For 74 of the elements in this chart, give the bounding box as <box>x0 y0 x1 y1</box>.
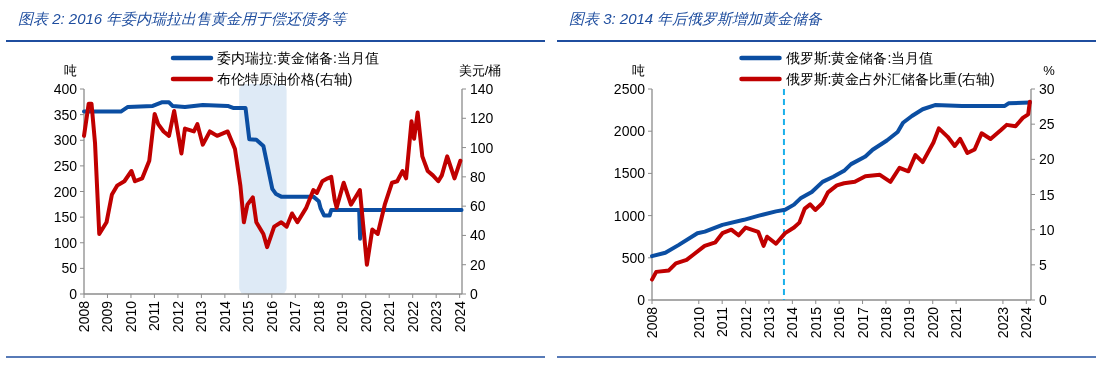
y2-tick-label: 25 <box>1039 116 1055 133</box>
y2-tick-label: 20 <box>470 256 486 273</box>
chart-title: 图表 2: 2016 年委内瑞拉出售黄金用于偿还债务等 <box>18 10 350 27</box>
y2-tick-label: 60 <box>470 198 486 215</box>
y2-tick-label: 100 <box>470 139 494 156</box>
legend-label: 布伦特原油价格(右轴) <box>217 71 353 87</box>
x-tick-label: 2018 <box>877 306 894 339</box>
line-series <box>82 100 464 241</box>
y2-tick-label: 120 <box>470 110 494 127</box>
x-tick-label: 2016 <box>263 300 280 333</box>
x-tick-label: 2009 <box>99 300 116 333</box>
x-tick-label: 2013 <box>193 300 210 333</box>
y2-tick-label: 140 <box>470 81 494 97</box>
x-tick-label: 2019 <box>334 300 351 333</box>
x-tick-label: 2011 <box>714 306 731 338</box>
y2-tick-label: 0 <box>1039 292 1047 308</box>
y-tick-label: 300 <box>53 132 78 149</box>
x-tick-label: 2010 <box>122 300 139 333</box>
x-tick-label: 2020 <box>357 300 374 333</box>
legend-label: 俄罗斯:黄金储备:当月值 <box>785 50 934 66</box>
x-tick-label: 2013 <box>760 306 777 339</box>
y2-tick-label: 15 <box>1039 186 1055 203</box>
x-tick-label: 2014 <box>216 300 233 333</box>
x-tick-label: 2015 <box>807 306 824 339</box>
y-axis-title: 吨 <box>631 63 645 78</box>
x-tick-label: 2016 <box>831 306 848 339</box>
x-tick-label: 2011 <box>146 300 163 332</box>
y-tick-label: 2500 <box>613 81 646 97</box>
y-tick-label: 150 <box>53 209 78 226</box>
y-tick-label: 0 <box>637 292 646 308</box>
x-tick-label: 2020 <box>924 306 941 339</box>
y-tick-label: 1000 <box>613 207 646 224</box>
legend-label: 委内瑞拉:黄金储备:当月值 <box>217 50 379 66</box>
x-tick-label: 2008 <box>76 300 92 333</box>
x-tick-label: 2018 <box>310 300 327 333</box>
y2-tick-label: 10 <box>1039 221 1055 238</box>
y2-tick-label: 80 <box>470 168 486 185</box>
y2-axis-title: % <box>1043 63 1056 78</box>
y2-tick-label: 20 <box>1039 151 1055 168</box>
y-tick-label: 0 <box>69 286 78 302</box>
y-tick-label: 200 <box>53 183 78 200</box>
x-tick-label: 2012 <box>737 306 754 339</box>
x-tick-label: 2012 <box>169 300 186 333</box>
x-tick-label: 2023 <box>428 300 445 333</box>
y-tick-label: 350 <box>53 106 78 123</box>
x-tick-label: 2021 <box>948 306 965 339</box>
chart-title: 图表 3: 2014 年后俄罗斯增加黄金储备 <box>569 10 824 27</box>
y2-tick-label: 0 <box>470 286 478 302</box>
x-tick-label: 2019 <box>901 306 918 339</box>
x-tick-label: 2023 <box>994 306 1011 339</box>
x-tick-label: 2024 <box>451 300 468 333</box>
y2-tick-label: 40 <box>470 227 486 244</box>
y-tick-label: 500 <box>621 249 646 266</box>
y2-tick-label: 30 <box>1039 81 1055 97</box>
x-tick-label: 2010 <box>690 306 707 339</box>
legend-label: 俄罗斯:黄金占外汇储备比重(右轴) <box>785 71 995 87</box>
y-tick-label: 1500 <box>613 165 646 182</box>
x-tick-label: 2014 <box>784 306 801 339</box>
x-tick-label: 2008 <box>644 306 660 339</box>
x-tick-label: 2017 <box>287 300 304 333</box>
y-tick-label: 50 <box>61 260 78 277</box>
y-axis-title: 吨 <box>63 63 77 78</box>
x-tick-label: 2015 <box>240 300 257 333</box>
y-tick-label: 400 <box>53 81 78 97</box>
y2-tick-label: 5 <box>1039 256 1047 273</box>
x-tick-label: 2022 <box>404 300 421 333</box>
x-tick-label: 2024 <box>1018 306 1035 339</box>
x-tick-label: 2017 <box>854 306 871 339</box>
y2-axis-title: 美元/桶 <box>458 63 502 78</box>
x-tick-label: 2021 <box>381 300 398 333</box>
line-series <box>82 101 463 267</box>
y-tick-label: 2000 <box>613 123 646 140</box>
y-tick-label: 250 <box>53 157 78 174</box>
y-tick-label: 100 <box>53 234 78 251</box>
